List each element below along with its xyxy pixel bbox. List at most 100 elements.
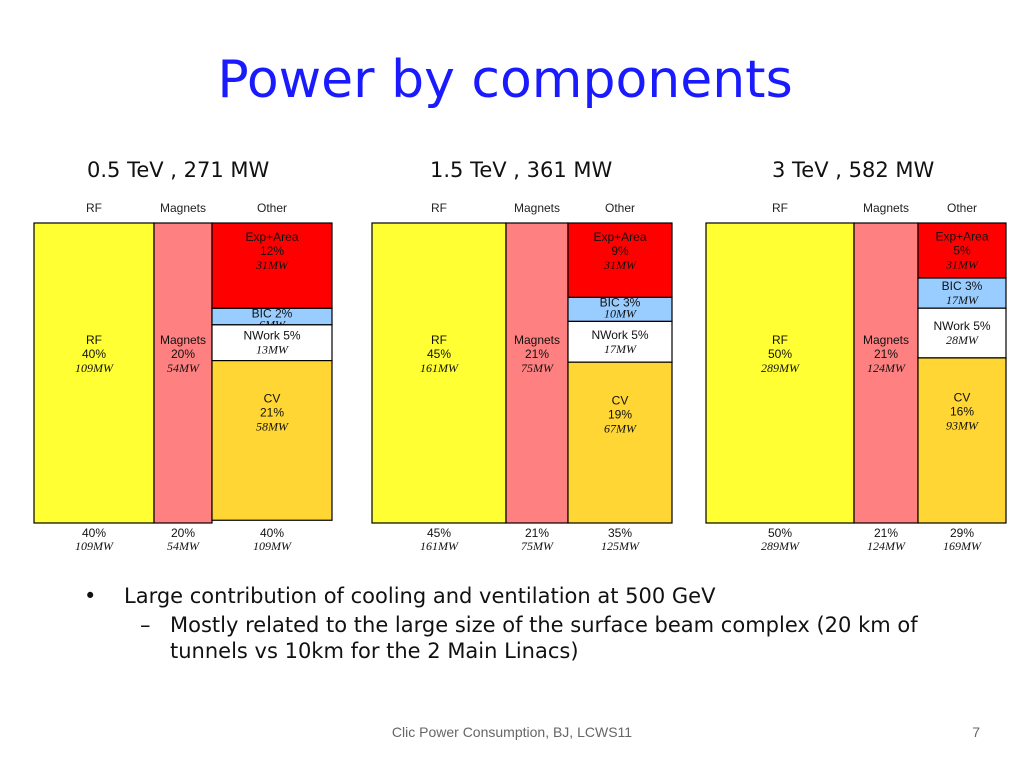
column-total-mw: 169MW [943,539,982,553]
power-chart-2: RFRF50%289MW50%289MWMagnetsMagnets21%124… [705,201,1007,553]
column-total-mw: 109MW [253,539,292,553]
data-label: 9% [611,244,629,258]
data-label: NWork 5% [933,319,990,333]
data-label: BIC 3% [600,295,641,309]
bar-segment [505,222,569,524]
bar-segment [567,361,673,524]
data-label: 161MW [420,361,459,375]
column-total-mw: 289MW [761,539,800,553]
column-total-mw: 125MW [601,539,640,553]
data-label: 124MW [867,361,906,375]
data-label: 21% [260,405,284,419]
sub-bullet-item: – Mostly related to the large size of th… [140,612,944,664]
bullet-list: • Large contribution of cooling and vent… [84,584,944,664]
data-label: NWork 5% [243,329,300,343]
data-label: Magnets [514,333,560,347]
column-header: Other [257,201,287,215]
data-label: RF [86,333,102,347]
bar-segment [211,360,333,521]
column-total-percent: 45% [427,526,451,540]
slide-title: Power by components [217,50,793,110]
bar-segment [917,307,1007,359]
data-label: 17MW [604,342,637,356]
column-total-percent: 40% [82,526,106,540]
footer-text: Clic Power Consumption, BJ, LCWS11 [391,724,633,740]
bar-segment [33,222,155,524]
column-total-percent: 40% [260,526,284,540]
data-label: 31MW [603,258,637,272]
column-header: RF [86,201,102,215]
data-label: 19% [608,407,632,421]
data-label: BIC 2% [252,306,293,320]
column-total-mw: 75MW [521,539,554,553]
chart-title-1: 1.5 TeV , 361 MW [430,158,613,182]
data-label: RF [772,333,788,347]
data-label: 54MW [167,361,200,375]
data-label: Exp+Area [593,230,646,244]
column-header: RF [772,201,788,215]
data-label: NWork 5% [591,328,648,342]
bullet-text: Large contribution of cooling and ventil… [124,584,716,608]
column-total-mw: 109MW [75,539,114,553]
data-label: Exp+Area [245,230,298,244]
data-label: CV [954,391,971,405]
column-header: Other [605,201,635,215]
column-total-mw: 54MW [167,539,200,553]
data-label: 31MW [945,258,979,272]
column-total-percent: 21% [525,526,549,540]
data-label: 21% [874,347,898,361]
data-label: 31MW [255,258,289,272]
column-total-percent: 29% [950,526,974,540]
data-label: 67MW [604,421,637,435]
data-label: Magnets [160,333,206,347]
data-label: 10MW [604,306,637,320]
data-label: 21% [525,347,549,361]
chart-title-0: 0.5 TeV , 271 MW [87,158,270,182]
data-label: 20% [171,347,195,361]
bullet-marker: • [84,584,97,608]
data-label: 50% [768,347,792,361]
bar-segment [211,222,333,309]
bar-segment [853,222,919,524]
column-total-percent: 50% [768,526,792,540]
column-header: Magnets [863,201,909,215]
column-header: Magnets [160,201,206,215]
data-label: 45% [427,347,451,361]
data-label: 17MW [946,293,979,307]
column-header: Other [947,201,977,215]
data-label: CV [264,391,281,405]
power-chart-1: RFRF45%161MW45%161MWMagnetsMagnets21%75M… [371,201,673,553]
data-label: 5% [953,244,971,258]
bar-segment [371,222,507,524]
data-label: 40% [82,347,106,361]
chart-title-2: 3 TeV , 582 MW [772,158,935,182]
bullet-item: • Large contribution of cooling and vent… [84,584,944,608]
data-label: 28MW [946,333,979,347]
column-header: Magnets [514,201,560,215]
data-label: BIC 3% [942,279,983,293]
data-label: Magnets [863,333,909,347]
column-total-mw: 161MW [420,539,459,553]
column-total-mw: 124MW [867,539,906,553]
data-label: 58MW [256,419,289,433]
column-header: RF [431,201,447,215]
data-label: 75MW [521,361,554,375]
bar-segment [917,357,1007,524]
bar-segment [153,222,213,524]
column-total-percent: 21% [874,526,898,540]
data-label: 13MW [256,343,289,357]
bar-segment [917,222,1007,279]
column-total-percent: 20% [171,526,195,540]
power-chart-0: RFRF40%109MW40%109MWMagnetsMagnets20%54M… [33,201,333,553]
data-label: Exp+Area [935,230,988,244]
column-total-percent: 35% [608,526,632,540]
bar-segment [211,324,333,362]
sub-bullet-marker: – [140,613,151,637]
data-label: 93MW [946,419,979,433]
data-label: CV [612,393,629,407]
data-label: 289MW [761,361,800,375]
data-label: 16% [950,405,974,419]
sub-bullet-text: Mostly related to the large size of the … [170,613,918,663]
data-label: RF [431,333,447,347]
data-label: 12% [260,244,284,258]
